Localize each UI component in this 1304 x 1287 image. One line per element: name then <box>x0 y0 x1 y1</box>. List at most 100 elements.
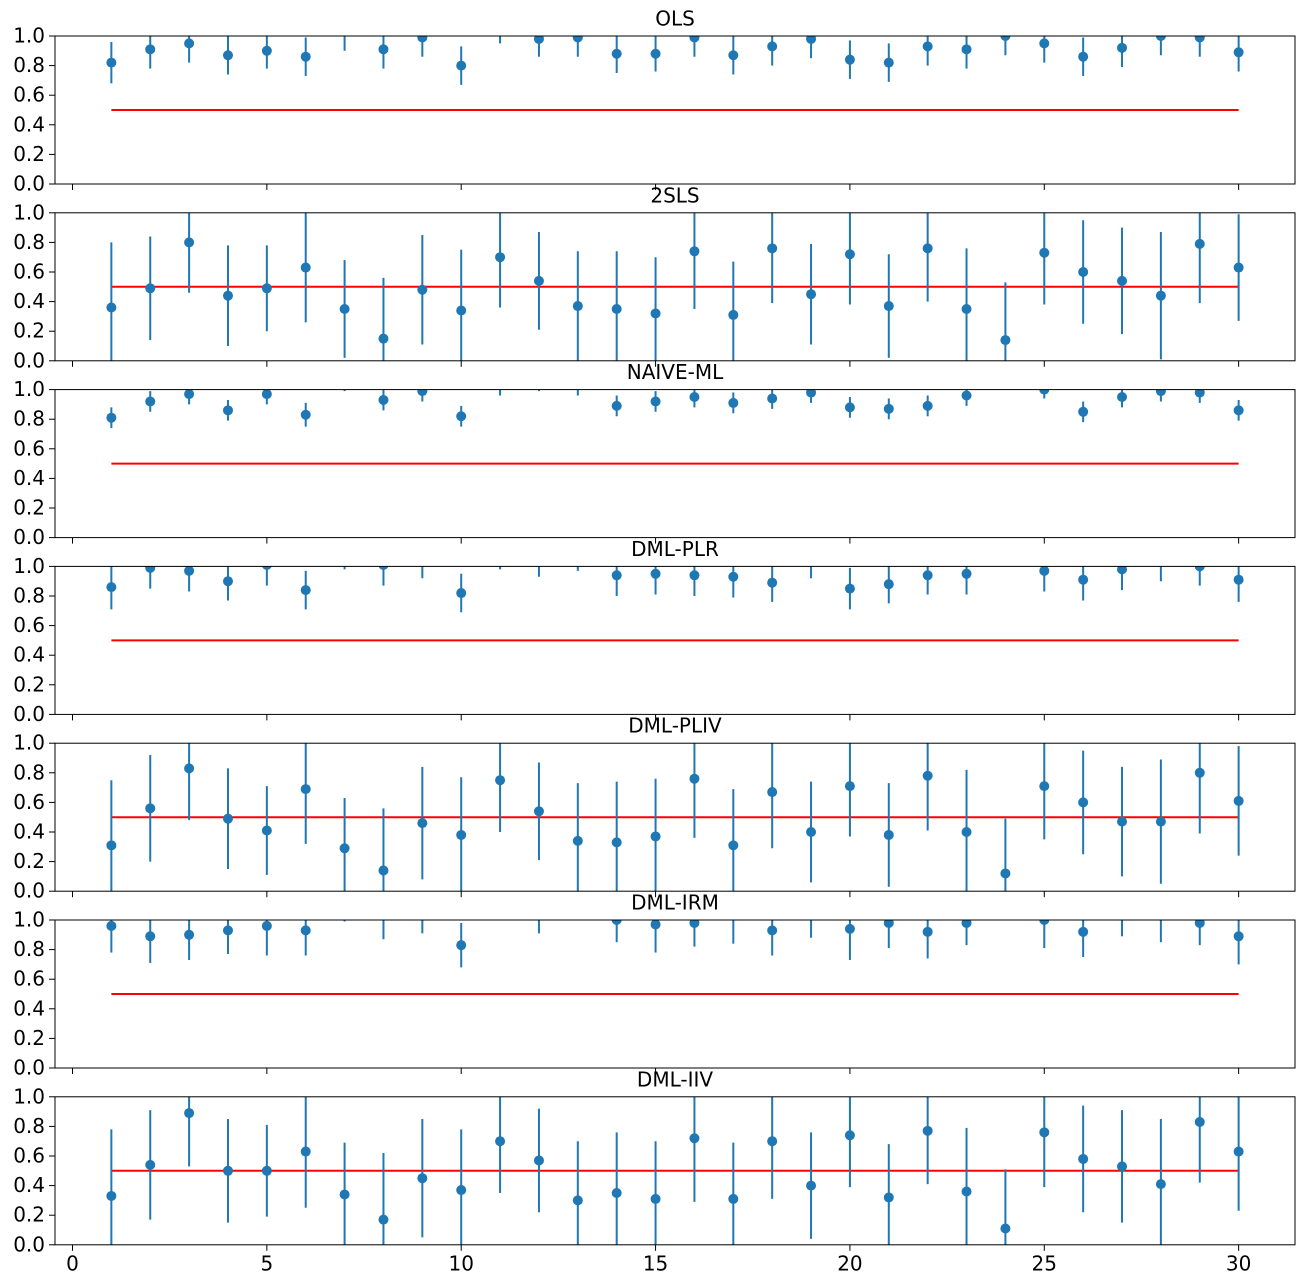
point <box>961 390 972 401</box>
point <box>650 831 661 842</box>
y-tick-label: 0.4 <box>13 1173 45 1197</box>
y-tick-label: 0.2 <box>13 142 45 166</box>
point <box>573 545 583 555</box>
point <box>222 925 233 936</box>
point <box>262 566 272 570</box>
point <box>378 1214 389 1225</box>
point <box>611 400 622 411</box>
plot-area <box>106 212 1244 361</box>
point <box>300 409 311 420</box>
point <box>650 308 661 319</box>
point <box>689 392 700 402</box>
point <box>533 1155 544 1166</box>
subplot-title: DML-PLR <box>631 537 719 561</box>
point <box>342 36 347 37</box>
point <box>184 566 195 576</box>
point <box>844 781 855 792</box>
point <box>922 1125 933 1136</box>
y-tick-label: 1.0 <box>13 200 45 224</box>
point <box>1156 909 1166 919</box>
point <box>261 283 272 294</box>
point <box>340 544 350 554</box>
point <box>844 583 855 594</box>
point <box>1233 405 1244 416</box>
subplot-title: OLS <box>655 7 695 31</box>
axes-frame <box>54 919 1296 1069</box>
point <box>611 920 622 925</box>
point <box>1233 47 1244 58</box>
point <box>1194 566 1205 572</box>
point <box>222 1165 233 1176</box>
point <box>145 931 156 942</box>
subplot-title: DML-PLIV <box>628 714 722 738</box>
point <box>378 566 389 570</box>
point <box>1117 392 1128 402</box>
point <box>572 835 583 846</box>
subplot: 2SLS 0.0 0.2 0.4 0.6 0.8 1.0 <box>13 183 1296 372</box>
point <box>184 38 195 49</box>
x-tick-label: 5 <box>260 1251 273 1275</box>
point <box>1194 1116 1205 1127</box>
y-tick-label: 0.6 <box>13 436 45 460</box>
point <box>339 1189 350 1200</box>
plot-area <box>106 19 1244 111</box>
point <box>611 48 622 59</box>
point <box>883 57 894 68</box>
point <box>378 333 389 344</box>
point <box>1117 1161 1128 1172</box>
y-tick-label: 0.4 <box>13 112 45 136</box>
y-tick-label: 0.2 <box>13 319 45 343</box>
y-tick-label: 0.0 <box>13 172 45 196</box>
point <box>806 827 817 837</box>
point <box>844 1130 855 1141</box>
point <box>922 770 933 781</box>
point <box>339 843 350 854</box>
x-tick-label: 15 <box>643 1251 668 1275</box>
point <box>806 553 816 563</box>
point <box>261 920 272 931</box>
point <box>806 389 817 398</box>
axes-frame <box>54 1096 1296 1246</box>
y-tick-label: 0.8 <box>13 584 45 608</box>
point <box>184 929 195 940</box>
x-tick-label: 10 <box>448 1251 473 1275</box>
point <box>689 246 700 257</box>
point <box>1194 767 1205 778</box>
point <box>728 309 739 320</box>
subplot: DML-PLR 0.0 0.2 0.4 0.6 0.8 1.0 <box>13 537 1296 726</box>
point <box>1078 406 1089 417</box>
y-tick-label: 1.0 <box>13 908 45 932</box>
subplot-title: DML-IIV <box>637 1067 713 1091</box>
point <box>106 412 117 423</box>
point <box>300 262 311 273</box>
y-tick-label: 0.0 <box>13 879 45 903</box>
point <box>1039 566 1050 576</box>
x-tick-label: 20 <box>837 1251 862 1275</box>
y-tick-label: 0.0 <box>13 348 45 372</box>
point <box>417 553 427 563</box>
point <box>495 19 505 29</box>
point <box>1117 42 1128 53</box>
point <box>261 825 272 836</box>
y-tick-label: 0.2 <box>13 1203 45 1227</box>
point <box>883 301 894 312</box>
point <box>650 396 661 407</box>
point <box>1039 38 1050 49</box>
point <box>1233 1146 1244 1157</box>
point <box>300 784 311 795</box>
axes-frame <box>54 35 1296 185</box>
plot-area <box>106 906 1244 995</box>
axes-frame <box>54 212 1296 362</box>
point <box>378 906 388 916</box>
point <box>1233 574 1244 585</box>
point <box>1000 868 1011 879</box>
point <box>689 920 700 928</box>
point <box>767 41 778 52</box>
point <box>184 237 195 248</box>
point <box>1039 1127 1050 1138</box>
y-tick-label: 0.8 <box>13 937 45 961</box>
point <box>417 389 428 397</box>
point <box>1194 920 1205 928</box>
point <box>300 585 311 596</box>
y-tick-label: 0.8 <box>13 407 45 431</box>
